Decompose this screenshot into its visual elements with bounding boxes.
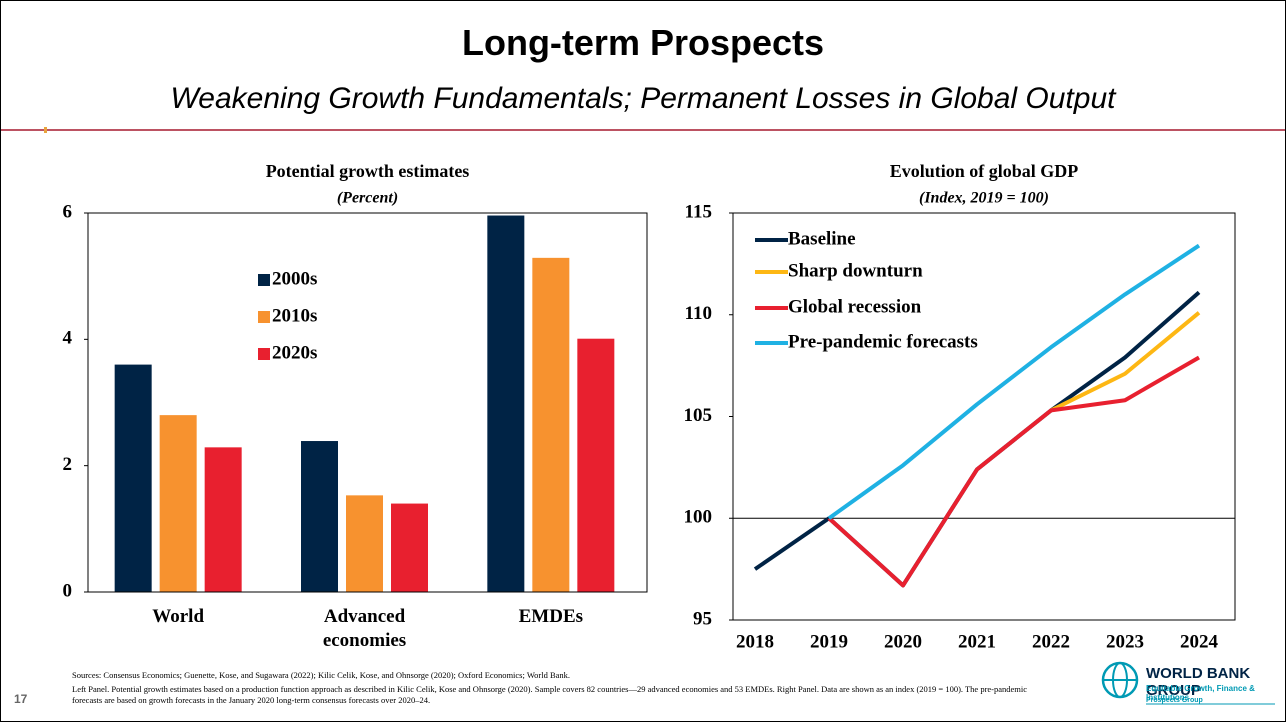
legend-label: 2000s <box>272 268 317 289</box>
bar <box>532 257 570 592</box>
notes: Left Panel. Potential growth estimates b… <box>72 684 1028 705</box>
bar <box>114 364 152 592</box>
legend-swatch <box>258 348 270 360</box>
sources: Sources: Consensus Economics; Guenette, … <box>72 670 571 680</box>
x-tick-label: Advanced economies <box>322 606 407 651</box>
chart-subtitle: (Percent) <box>337 190 398 207</box>
bar <box>301 441 338 592</box>
legend-label: 2020s <box>272 342 317 363</box>
plot-frame <box>732 212 1236 621</box>
x-tick-label: 2023 <box>1106 631 1144 652</box>
bar <box>204 447 242 592</box>
page-number: 17 <box>14 692 28 706</box>
legend-label: Baseline <box>788 228 856 249</box>
x-tick-label: EMDEs <box>518 606 584 627</box>
x-tick-label: 2022 <box>1032 631 1070 652</box>
y-tick-label: 6 <box>63 201 73 222</box>
y-tick-label: 110 <box>685 303 712 324</box>
y-tick-label: 0 <box>63 580 73 601</box>
slide-title: Long-term Prospects <box>461 22 825 63</box>
x-tick-label: 2019 <box>810 631 848 652</box>
x-tick-label: 2021 <box>958 631 996 652</box>
legend-label: Global recession <box>788 296 922 317</box>
legend-swatch <box>258 311 270 323</box>
logo-line: Equitable Growth, Finance & Institutions <box>1146 684 1255 702</box>
y-tick-label: 2 <box>63 454 73 475</box>
legend-label: Pre-pandemic forecasts <box>788 331 978 352</box>
line-series <box>827 243 1201 520</box>
bar <box>391 503 428 592</box>
x-tick-label: 2024 <box>1180 631 1219 652</box>
x-tick-label: 2020 <box>884 631 922 652</box>
chart-title: Evolution of global GDP <box>890 161 1079 181</box>
header-accent <box>44 127 47 133</box>
slide-subtitle: Weakening Growth Fundamentals; Permanent… <box>170 82 1116 115</box>
bar <box>159 415 197 592</box>
line-series <box>827 355 1201 588</box>
x-tick-label: World <box>152 606 205 627</box>
bar <box>346 495 383 592</box>
x-tick-label: 2018 <box>736 631 774 652</box>
logo-name: WORLD BANK GROUP <box>1146 665 1251 699</box>
y-tick-label: 4 <box>63 328 73 349</box>
y-tick-label: 105 <box>684 405 713 426</box>
legend-label: Sharp downturn <box>788 260 923 281</box>
legend-swatch <box>258 274 270 286</box>
legend-label: 2010s <box>272 305 317 326</box>
y-tick-label: 95 <box>693 608 712 629</box>
logo-line: Prospects Group <box>1146 697 1203 704</box>
line-series <box>1050 311 1201 413</box>
chart-title: Potential growth estimates <box>266 161 470 181</box>
bar <box>577 338 615 592</box>
y-tick-label: 100 <box>684 507 713 528</box>
bar <box>487 215 525 592</box>
chart-subtitle: (Index, 2019 = 100) <box>919 190 1049 207</box>
y-tick-label: 115 <box>685 201 712 222</box>
plot-frame <box>87 212 648 593</box>
